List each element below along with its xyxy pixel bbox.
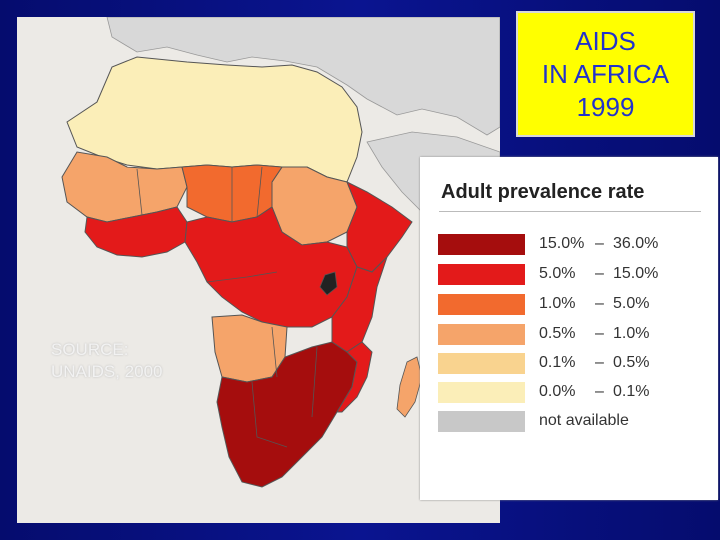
legend-divider	[439, 211, 701, 212]
legend-swatch	[438, 324, 525, 345]
legend-range-high: 15.0%	[613, 265, 659, 282]
legend-range: 0.0% –0.1%	[539, 383, 649, 401]
region-horn	[346, 180, 413, 273]
legend-range-high: 5.0%	[613, 295, 650, 312]
legend-range-sep: –	[595, 383, 604, 400]
legend-range: 15.0% –36.0%	[539, 235, 658, 253]
europe-landmass	[106, 17, 500, 136]
legend-range-high: 0.5%	[613, 354, 650, 371]
legend-range-low: 1.0%	[539, 295, 576, 312]
legend-range-sep: –	[595, 265, 604, 282]
lake-victoria	[319, 271, 338, 296]
legend-range-low: 5.0%	[539, 265, 576, 282]
africa-map	[61, 17, 500, 488]
legend-range: 1.0% –5.0%	[539, 295, 649, 313]
legend-range-sep: –	[595, 295, 604, 312]
legend-swatch	[438, 353, 525, 374]
legend-range-high: 36.0%	[613, 235, 659, 252]
title-line-3: 1999	[576, 91, 635, 122]
title-line-1: AIDS	[575, 25, 636, 56]
legend-range-sep: –	[595, 325, 604, 342]
legend-range-high: 1.0%	[613, 325, 650, 342]
legend-label-not-available: not available	[539, 412, 629, 429]
legend-panel: Adult prevalence rate 15.0% –36.0% 5.0% –1…	[420, 157, 718, 500]
legend-range: 0.5% –1.0%	[539, 325, 649, 343]
legend-swatch	[438, 382, 525, 403]
legend-swatch	[438, 294, 525, 315]
legend-range-low: 0.1%	[539, 354, 576, 371]
legend-range-sep: –	[595, 354, 604, 371]
legend-range-sep: –	[595, 235, 604, 252]
title-line-2: IN AFRICA	[541, 58, 670, 89]
region-mozambique	[336, 341, 373, 413]
source-citation: UNAIDS, 2000	[51, 362, 163, 381]
legend-range: 0.1% –0.5%	[539, 354, 649, 372]
legend-range-low: 0.5%	[539, 325, 576, 342]
source-label: SOURCE:	[51, 340, 129, 359]
legend-swatch	[438, 411, 525, 432]
legend-range-low: 15.0%	[539, 235, 585, 252]
legend-title: Adult prevalence rate	[441, 181, 645, 203]
slide-title-box: AIDS IN AFRICA 1999	[516, 11, 695, 137]
legend-range-high: 0.1%	[613, 383, 650, 400]
africa-map-panel: SOURCE: UNAIDS, 2000	[17, 17, 500, 523]
legend-swatch	[438, 234, 525, 255]
legend-swatch	[438, 264, 525, 285]
madagascar	[396, 356, 423, 418]
legend-range-low: 0.0%	[539, 383, 576, 400]
source-note: SOURCE: UNAIDS, 2000	[51, 339, 221, 383]
legend-range: 5.0% –15.0%	[539, 265, 658, 283]
country-borders	[136, 166, 318, 448]
